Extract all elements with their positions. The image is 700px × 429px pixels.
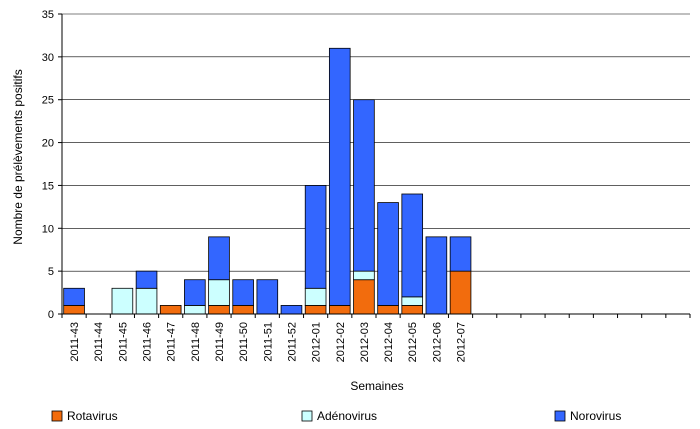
y-tick-label-15: 15 bbox=[42, 180, 54, 192]
x-tick-label-2012-06: 2012-06 bbox=[431, 322, 443, 362]
x-tick-label-2011-52: 2011-52 bbox=[286, 322, 298, 362]
x-tick-label-2012-07: 2012-07 bbox=[456, 322, 468, 362]
y-tick-label-20: 20 bbox=[42, 138, 54, 150]
bar-rotavirus-2011-50 bbox=[232, 305, 254, 315]
y-tick-label-5: 5 bbox=[48, 266, 54, 278]
bar-ad-novirus-2012-05 bbox=[401, 296, 424, 306]
x-tick-label-2012-05: 2012-05 bbox=[407, 322, 419, 362]
legend-label-rotavirus: Rotavirus bbox=[67, 409, 118, 423]
x-tick-label-2011-43: 2011-43 bbox=[69, 322, 81, 362]
bar-ad-novirus-2011-48 bbox=[184, 305, 206, 315]
y-tick-label-0: 0 bbox=[48, 309, 54, 321]
y-axis-label: Nombre de prélèvements positifs bbox=[11, 69, 25, 244]
legend-label-ad-novirus: Adénovirus bbox=[317, 409, 377, 423]
axes bbox=[61, 14, 691, 318]
x-tick-labels: 2011-43 2011-44 2011-45 2011-46 2011-47 2011-… bbox=[69, 322, 467, 362]
bar-norovirus-2011-48 bbox=[184, 279, 206, 306]
bar-ad-novirus-2011-46 bbox=[135, 287, 158, 315]
bar-rotavirus-2011-47 bbox=[159, 305, 182, 315]
bar-rotavirus-2012-02 bbox=[328, 305, 351, 315]
bar-norovirus-2012-04 bbox=[377, 202, 399, 306]
x-tick-label-2012-02: 2012-02 bbox=[335, 322, 347, 362]
bar-norovirus-2011-50 bbox=[232, 279, 254, 306]
x-tick-label-2011-44: 2011-44 bbox=[93, 322, 105, 362]
bars bbox=[63, 47, 472, 315]
bar-norovirus-2011-52 bbox=[280, 305, 303, 315]
bar-rotavirus-2011-43 bbox=[63, 305, 85, 315]
legend-swatch-ad-novirus bbox=[301, 410, 313, 422]
x-tick-label-2011-49: 2011-49 bbox=[214, 322, 226, 362]
bar-rotavirus-2012-03 bbox=[353, 279, 375, 315]
bar-norovirus-2012-01 bbox=[304, 185, 327, 289]
bar-rotavirus-2012-05 bbox=[401, 305, 424, 315]
bar-norovirus-2011-43 bbox=[63, 287, 85, 306]
legend-label-norovirus: Norovirus bbox=[570, 409, 621, 423]
bar-ad-novirus-2012-01 bbox=[304, 287, 327, 306]
x-tick-label-2012-03: 2012-03 bbox=[359, 322, 371, 362]
bar-norovirus-2011-51 bbox=[256, 279, 279, 315]
legend: Rotavirus Adénovirus Norovirus bbox=[51, 409, 621, 423]
bar-ad-novirus-2012-03 bbox=[353, 270, 375, 281]
x-tick-label-2011-46: 2011-46 bbox=[142, 322, 154, 362]
y-tick-label-30: 30 bbox=[42, 52, 54, 64]
bar-rotavirus-2012-01 bbox=[304, 305, 327, 315]
x-tick-label-2011-47: 2011-47 bbox=[166, 322, 178, 362]
x-tick-label-2011-48: 2011-48 bbox=[190, 322, 202, 362]
x-tick-label-2011-50: 2011-50 bbox=[238, 322, 250, 362]
bar-ad-novirus-2011-49 bbox=[208, 279, 230, 306]
legend-swatch-norovirus bbox=[554, 410, 566, 422]
bar-ad-novirus-2011-45 bbox=[111, 287, 134, 315]
gridlines bbox=[62, 13, 690, 272]
x-tick-label-2012-01: 2012-01 bbox=[311, 322, 323, 362]
bar-rotavirus-2012-07 bbox=[449, 270, 472, 315]
y-tick-label-10: 10 bbox=[42, 223, 54, 235]
bar-rotavirus-2012-04 bbox=[377, 305, 399, 315]
y-tick-labels: 0 5 10 15 20 25 30 35 bbox=[42, 9, 62, 321]
x-tick-label-2011-45: 2011-45 bbox=[117, 322, 129, 362]
bar-norovirus-2012-02 bbox=[328, 47, 351, 306]
bar-norovirus-2011-49 bbox=[208, 236, 230, 281]
bar-norovirus-2012-06 bbox=[425, 236, 448, 315]
y-tick-label-35: 35 bbox=[42, 9, 54, 21]
x-tick-label-2011-51: 2011-51 bbox=[262, 322, 274, 362]
bar-rotavirus-2011-49 bbox=[208, 305, 230, 315]
legend-swatch-rotavirus bbox=[51, 410, 63, 422]
x-axis-label: Semaines bbox=[350, 379, 403, 393]
x-tick-label-2012-04: 2012-04 bbox=[383, 322, 395, 362]
bar-norovirus-2012-07 bbox=[449, 236, 472, 272]
y-tick-label-25: 25 bbox=[42, 95, 54, 107]
bar-norovirus-2012-05 bbox=[401, 193, 424, 298]
bar-norovirus-2012-03 bbox=[353, 99, 375, 272]
bar-norovirus-2011-46 bbox=[135, 270, 158, 289]
